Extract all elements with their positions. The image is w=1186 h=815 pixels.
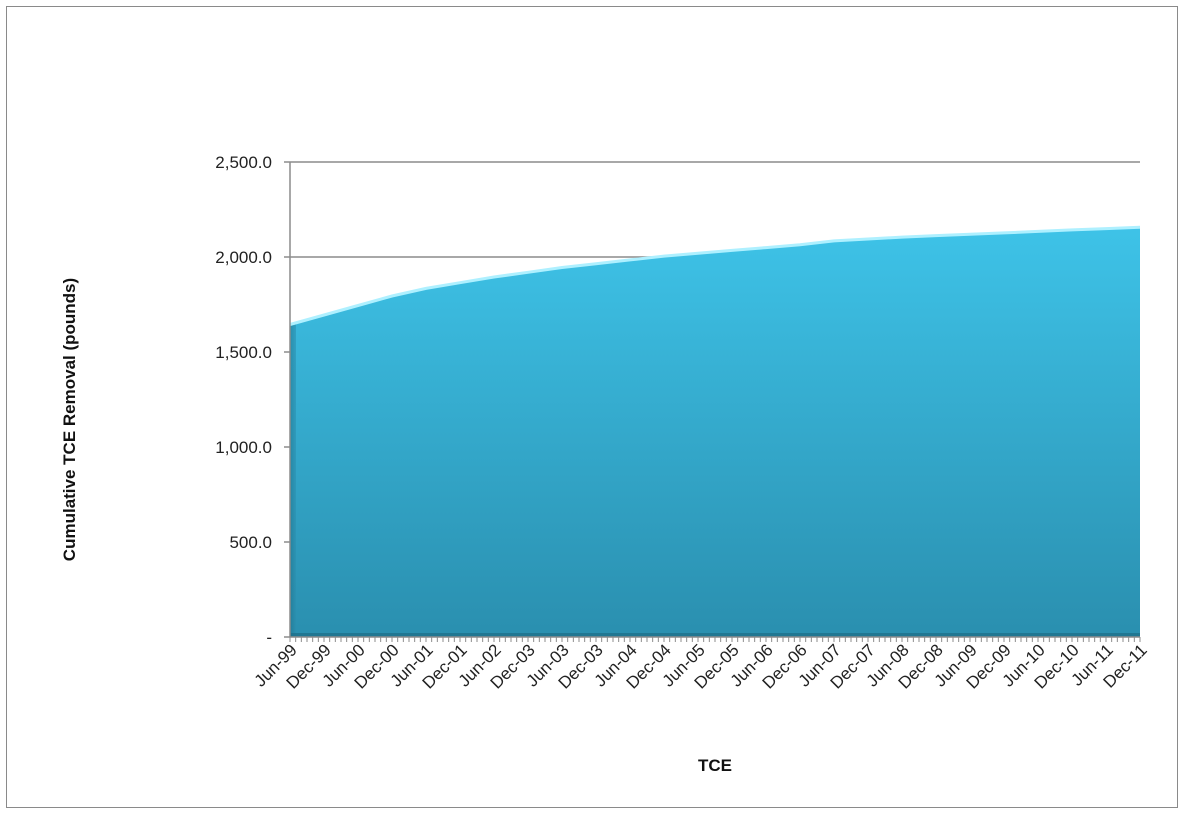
chart-frame: - 500.0 1,000.0 1,500.0 2,000.0 2,500.0 Jun-9… [6, 6, 1178, 808]
axes [284, 161, 1141, 642]
area-series [289, 225, 1141, 637]
y-tick-label: 500.0 [229, 533, 272, 552]
x-axis-title: TCE [698, 756, 732, 775]
area-bottom-shade [290, 633, 1140, 637]
y-tick-labels: - 500.0 1,000.0 1,500.0 2,000.0 2,500.0 [215, 153, 272, 647]
y-tick-label: 2,500.0 [215, 153, 272, 172]
y-axis-title: Cumulative TCE Removal (pounds) [60, 278, 79, 561]
y-tick-label: 1,000.0 [215, 438, 272, 457]
y-tick-label: - [266, 628, 272, 647]
x-tick-labels: Jun-99Dec-99Jun-00Dec-00Jun-01Dec-01Jun-… [251, 640, 1151, 692]
area-side-shade [290, 323, 296, 637]
y-tick-label: 1,500.0 [215, 343, 272, 362]
area-top-edge [289, 225, 1141, 326]
area-fill [290, 226, 1140, 637]
y-tick-label: 2,000.0 [215, 248, 272, 267]
tce-removal-chart: - 500.0 1,000.0 1,500.0 2,000.0 2,500.0 Jun-9… [60, 153, 1151, 775]
